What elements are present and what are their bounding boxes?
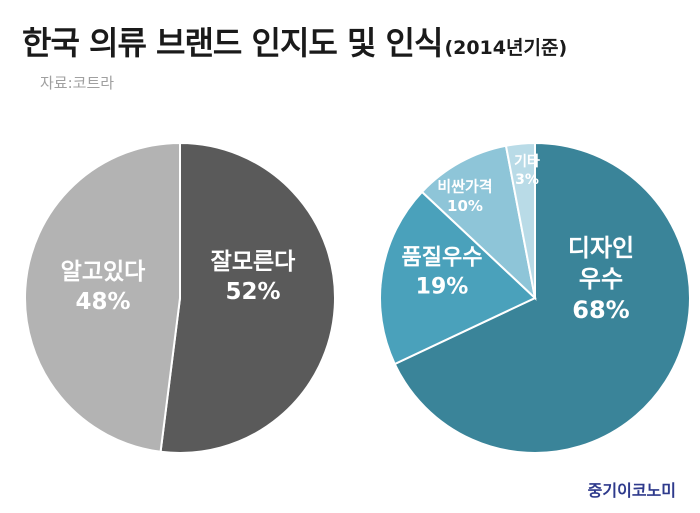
slice-label-0-0: 잘모른다 52% bbox=[211, 249, 296, 305]
pie-chart-awareness: 잘모른다 52% 알고있다 48% bbox=[23, 141, 336, 454]
slice-label-1-1: 품질우수 19% bbox=[402, 246, 483, 300]
chart-title: 한국 의류 브랜드 인지도 및 인식 (2014년기준) bbox=[22, 18, 567, 64]
slice-label-1-3: 기타 3% bbox=[514, 154, 540, 188]
slice-label-0-1: 알고있다 48% bbox=[61, 259, 146, 315]
pie-slice-0-1 bbox=[23, 141, 181, 453]
publisher-logo: 중기이코노미 bbox=[587, 481, 676, 500]
pie-slice-1-3 bbox=[504, 141, 536, 299]
slice-label-1-0: 디자인 우수 68% bbox=[568, 234, 634, 324]
pie-slice-1-0 bbox=[393, 141, 691, 454]
pie-slice-0-0 bbox=[159, 141, 336, 454]
pie-chart-perception: 디자인 우수 68% 품질우수 19% 비싼가격 10% 기타 3% bbox=[379, 141, 691, 454]
title-suffix: (2014년기준) bbox=[444, 37, 568, 59]
title-main: 한국 의류 브랜드 인지도 및 인식 bbox=[22, 24, 443, 62]
pie-slice-1-1 bbox=[379, 190, 537, 366]
slice-label-1-2: 비싼가격 10% bbox=[437, 177, 492, 215]
source-note: 자료:코트라 bbox=[40, 74, 115, 92]
pie-slice-1-2 bbox=[420, 144, 537, 301]
